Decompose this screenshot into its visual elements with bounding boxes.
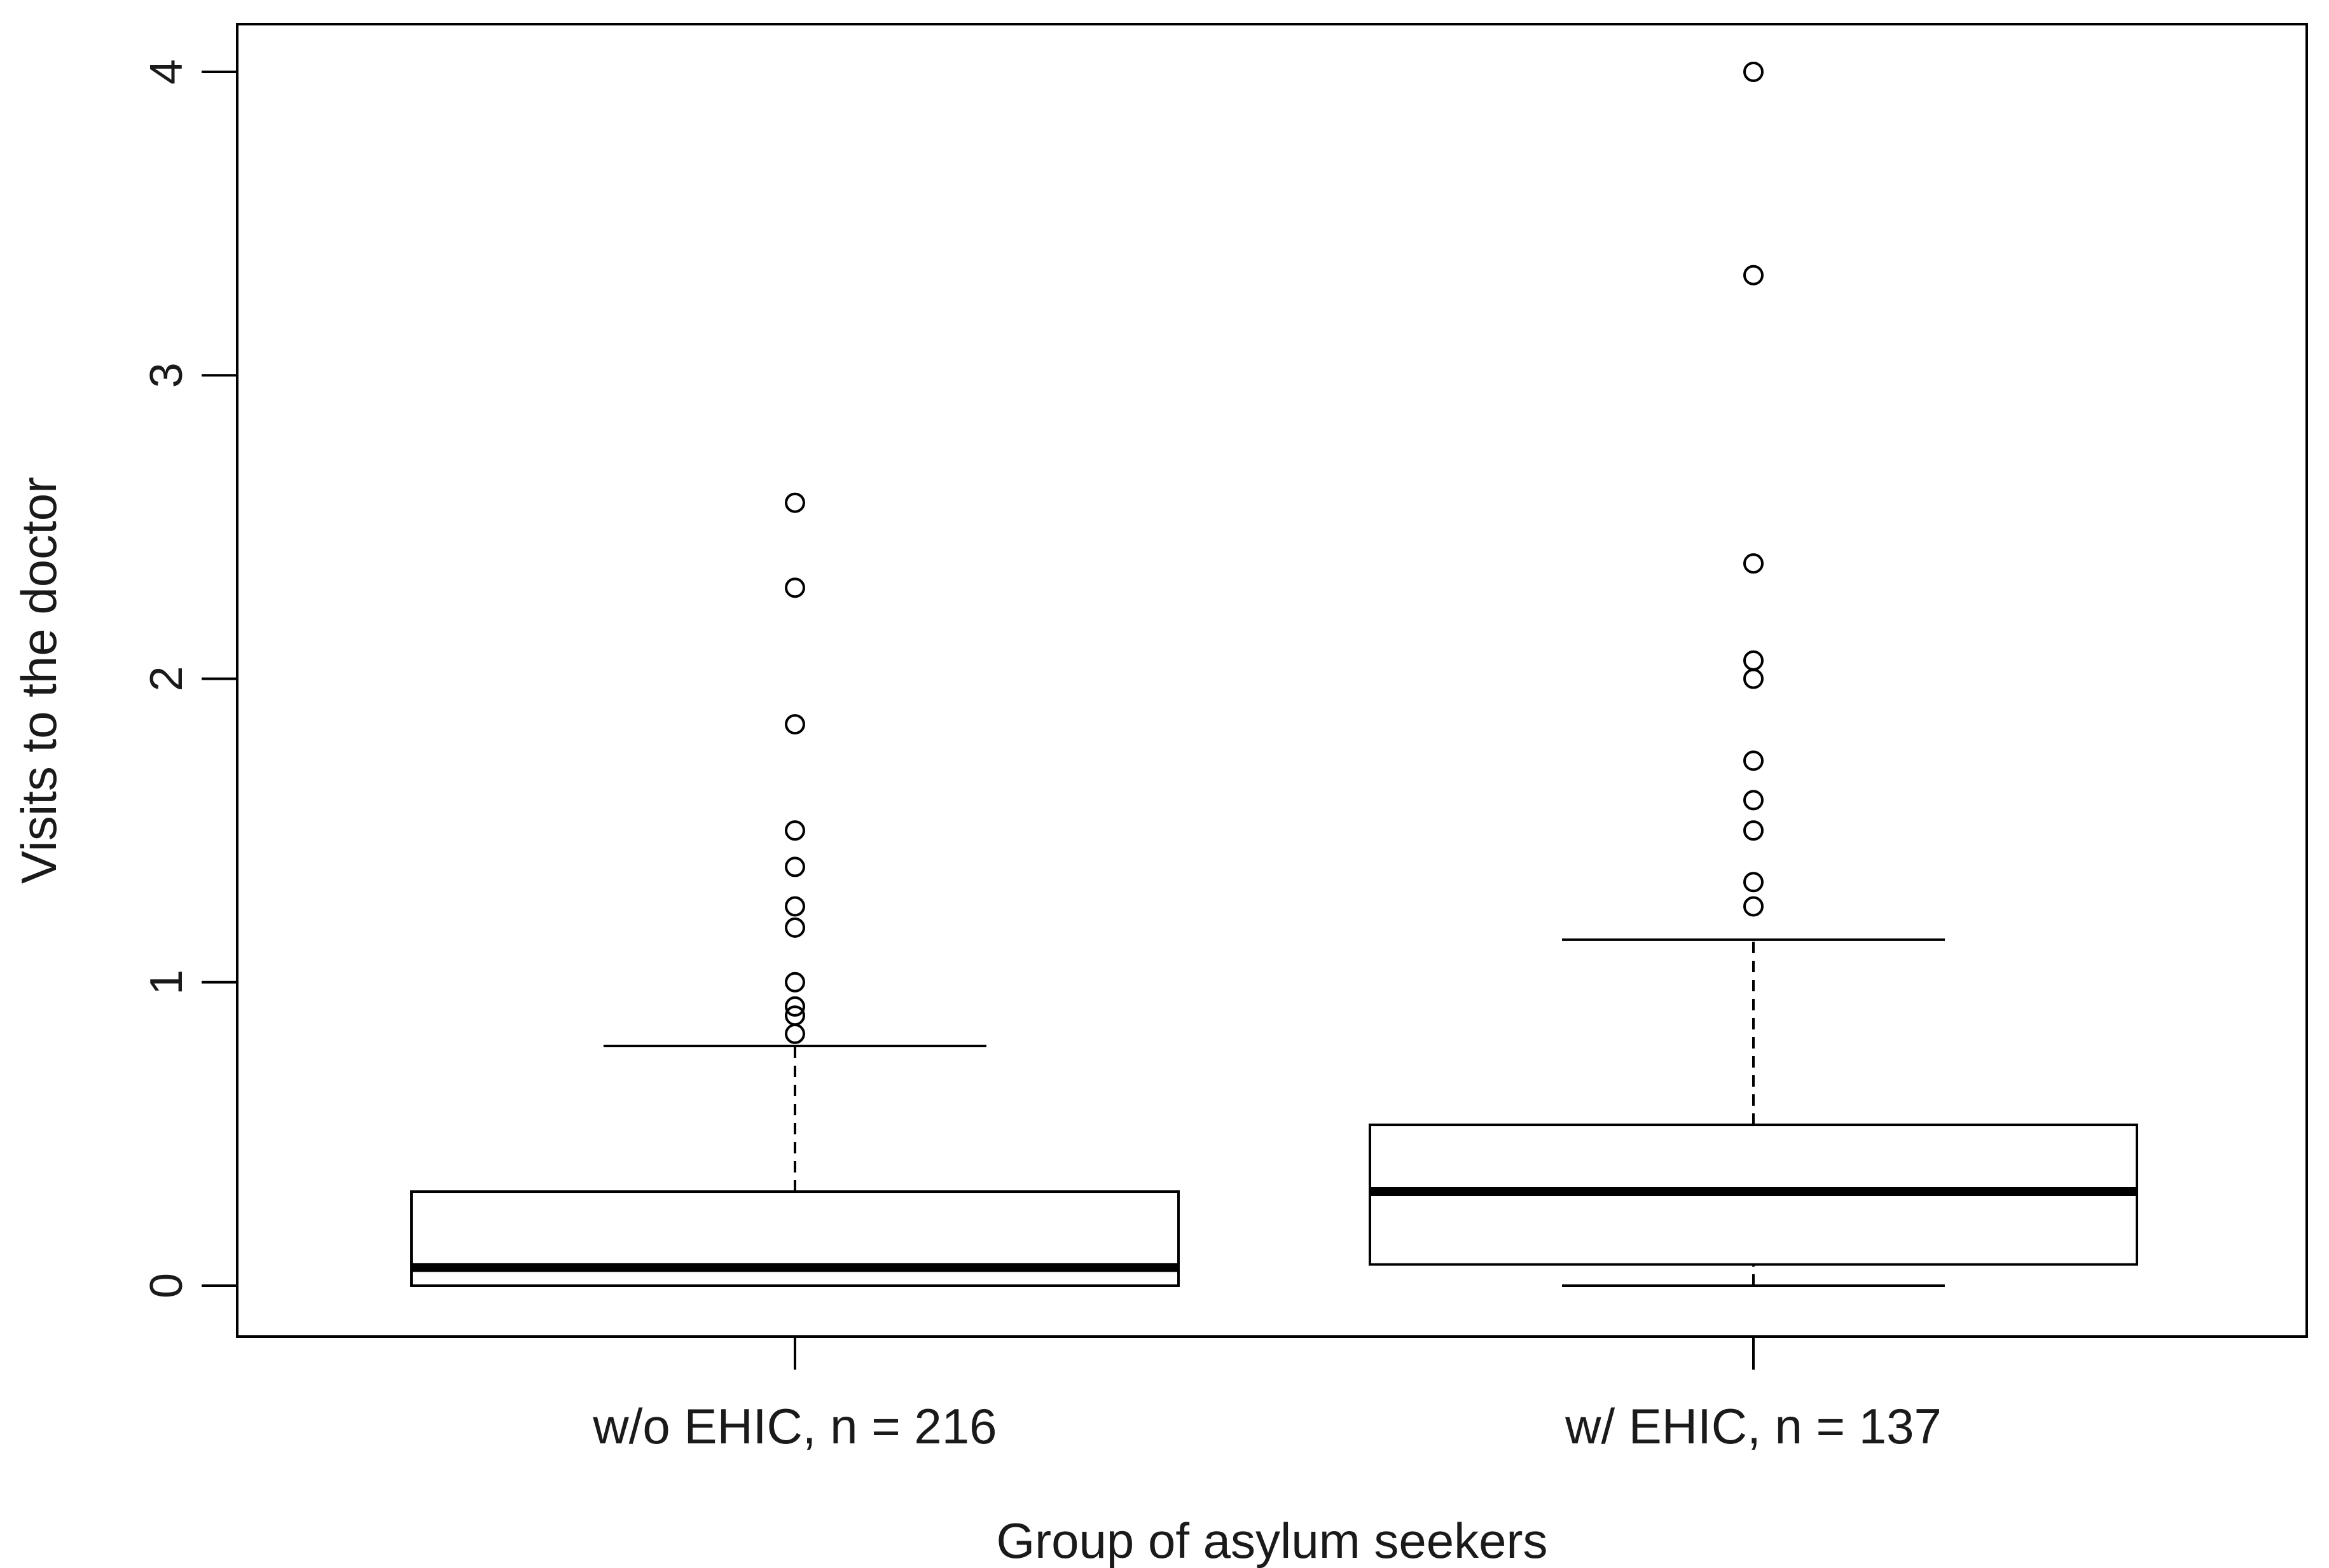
outlier-point	[1743, 650, 1764, 671]
plot-frame	[236, 23, 2308, 1338]
outlier-point	[1743, 896, 1764, 917]
y-axis-title: Visits to the doctor	[11, 477, 67, 884]
outlier-point	[785, 896, 805, 917]
box-group	[1369, 62, 2138, 1287]
x-axis-title: Group of asylum seekers	[996, 1513, 1547, 1568]
outlier-point	[785, 1005, 805, 1026]
outlier-point	[1743, 790, 1764, 811]
y-tick-label: 2	[141, 666, 192, 691]
outlier-point	[785, 820, 805, 841]
y-axis: 0 1 2 3 4	[141, 59, 237, 1298]
outlier-point	[785, 972, 805, 993]
outlier-point	[785, 856, 805, 877]
boxes	[410, 62, 2138, 1287]
outlier-point	[785, 917, 805, 938]
outlier-point	[1743, 265, 1764, 285]
outlier-point	[785, 577, 805, 598]
outlier-point	[1743, 553, 1764, 574]
outlier-point	[1743, 62, 1764, 82]
outlier-point	[785, 1023, 805, 1044]
outlier-point	[1743, 668, 1764, 689]
x-tick-label: w/o EHIC, n = 216	[592, 1398, 997, 1454]
outlier-point	[1743, 820, 1764, 841]
y-tick-label: 1	[141, 970, 192, 995]
y-tick-label: 3	[141, 362, 192, 388]
y-tick-label: 0	[141, 1273, 192, 1298]
outlier-point	[1743, 750, 1764, 771]
x-tick-label: w/ EHIC, n = 137	[1565, 1398, 1942, 1454]
x-axis: w/o EHIC, n = 216 w/ EHIC, n = 137	[592, 1337, 1942, 1454]
outlier-point	[785, 996, 805, 1017]
y-tick-label: 4	[141, 59, 192, 85]
outlier-point	[1743, 872, 1764, 893]
outlier-point	[785, 714, 805, 735]
box-group	[410, 492, 1180, 1287]
outlier-point	[785, 492, 805, 513]
